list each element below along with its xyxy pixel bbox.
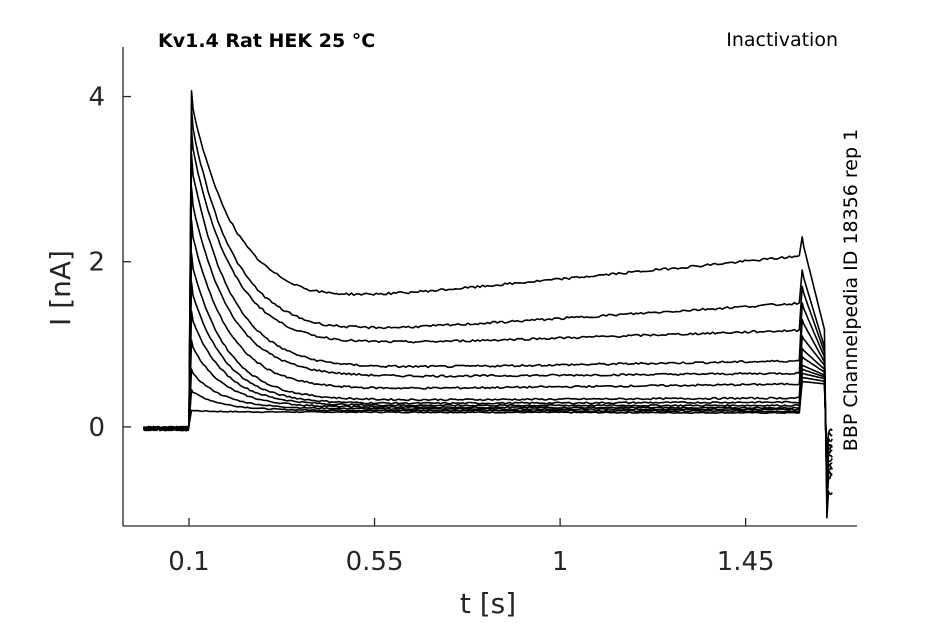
current-trace-8 xyxy=(142,219,833,486)
axes: 0.1 0.55 1 1.45 0 2 4 xyxy=(88,47,857,577)
x-tick-label: 0.55 xyxy=(346,547,404,577)
traces xyxy=(142,90,834,519)
chart-title: Kv1.4 Rat HEK 25 °C xyxy=(158,30,375,52)
current-trace-3 xyxy=(142,368,833,465)
current-trace-13 xyxy=(143,90,833,519)
current-trace-5 xyxy=(143,310,833,474)
current-trace-6 xyxy=(143,281,833,478)
protocol-label: Inactivation xyxy=(726,29,838,51)
current-trace-4 xyxy=(143,339,833,469)
current-trace-11 xyxy=(143,128,833,498)
x-axis-title: t [s] xyxy=(460,587,516,620)
y-axis-title: I [nA] xyxy=(44,250,77,326)
current-trace-12 xyxy=(143,108,833,502)
y-tick-label: 2 xyxy=(88,248,105,278)
labels: Kv1.4 Rat HEK 25 °C Inactivation BBP Cha… xyxy=(44,29,862,620)
current-trace-1 xyxy=(143,380,833,457)
source-note: BBP Channelpedia ID 18356 rep 1 xyxy=(840,129,862,451)
x-tick-label: 0.1 xyxy=(168,547,209,577)
current-trace-7 xyxy=(143,252,833,482)
x-tick-label: 1.45 xyxy=(717,547,775,577)
y-tick-label: 4 xyxy=(88,83,105,113)
current-trace-9 xyxy=(142,186,833,490)
x-tick-label: 1 xyxy=(552,547,569,577)
y-tick-label: 0 xyxy=(88,413,105,443)
current-trace-2 xyxy=(143,376,833,461)
current-trace-10 xyxy=(142,153,834,494)
